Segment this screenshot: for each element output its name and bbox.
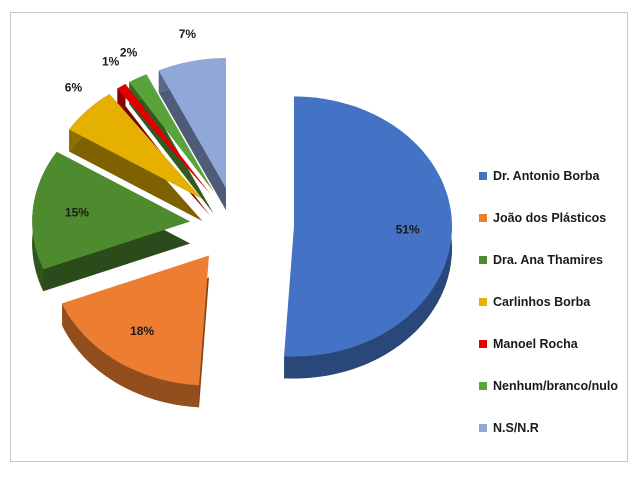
pie-slice — [129, 74, 214, 192]
legend-swatch — [479, 340, 487, 348]
legend: Dr. Antonio Borba João dos Plásticos Dra… — [479, 165, 618, 459]
legend-label: João dos Plásticos — [493, 211, 607, 225]
pie-slice — [117, 84, 211, 194]
pie-slice-rim — [62, 303, 200, 408]
pie-chart: 51% 18% 15% 6% 1%2% 7% — [32, 27, 452, 408]
legend-label: Nenhum/branco/nulo — [493, 379, 618, 393]
pie-slice — [32, 151, 191, 270]
slice-percent-label: 18% — [130, 324, 154, 338]
slice-percent-label: 51% — [396, 222, 420, 236]
slice-percent-label: 7% — [179, 27, 197, 41]
legend-swatch — [479, 424, 487, 432]
slice-percent-label: 15% — [65, 206, 89, 220]
legend-item: Dr. Antonio Borba — [479, 165, 618, 187]
legend-label: Dra. Ana Thamires — [493, 253, 603, 267]
legend-label: Dr. Antonio Borba — [493, 169, 600, 183]
slice-percent-label: 6% — [65, 81, 83, 95]
legend-label: Carlinhos Borba — [493, 295, 591, 309]
legend-label: N.S/N.R — [493, 421, 539, 435]
legend-item: Carlinhos Borba — [479, 291, 618, 313]
legend-swatch — [479, 382, 487, 390]
pie-slice — [158, 58, 226, 189]
legend-swatch — [479, 256, 487, 264]
legend-item: N.S/N.R — [479, 417, 618, 439]
legend-item: João dos Plásticos — [479, 207, 618, 229]
legend-swatch — [479, 172, 487, 180]
legend-swatch — [479, 298, 487, 306]
chart-frame: 51% 18% 15% 6% 1% 2% 7% Dr. Antonio Borba João… — [10, 12, 628, 462]
legend-item: Dra. Ana Thamires — [479, 249, 618, 271]
pie-slice — [62, 255, 209, 386]
slice-percent-label: 1% — [102, 54, 120, 68]
pie-slice — [284, 96, 452, 357]
legend-swatch — [479, 214, 487, 222]
slice-labels-layer: 51% 18% 15% 6% 1%2% 7% — [65, 27, 420, 338]
pie-slice — [69, 94, 203, 200]
legend-item: Manoel Rocha — [479, 333, 618, 355]
legend-item: Nenhum/branco/nulo — [479, 375, 618, 397]
slice-percent-label: 2% — [120, 45, 138, 59]
legend-label: Manoel Rocha — [493, 337, 578, 351]
slices-top-layer — [32, 58, 452, 386]
